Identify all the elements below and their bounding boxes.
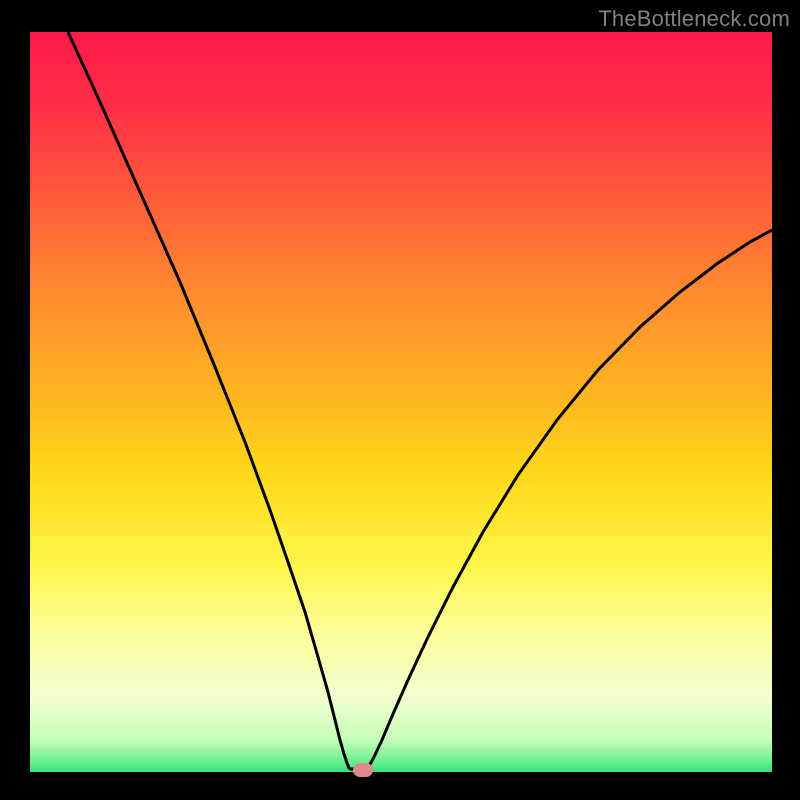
curve-path (68, 32, 772, 769)
plot-area (30, 32, 772, 772)
watermark-text: TheBottleneck.com (598, 6, 790, 32)
bottleneck-curve (30, 32, 772, 772)
chart-container: TheBottleneck.com (0, 0, 800, 800)
optimal-point-marker (353, 763, 373, 777)
